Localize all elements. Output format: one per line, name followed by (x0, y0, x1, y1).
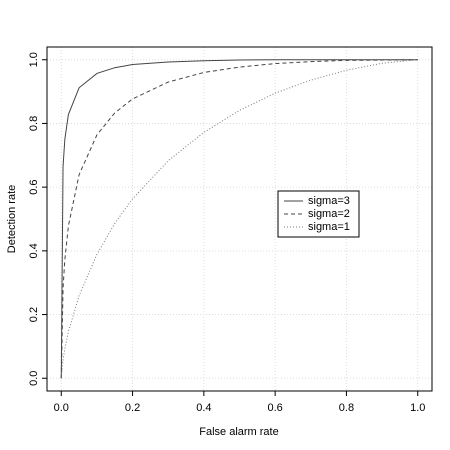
x-axis-title: False alarm rate (199, 426, 278, 438)
legend-label: sigma=2 (308, 208, 350, 220)
legend-box (277, 190, 360, 238)
legend-label: sigma=3 (308, 195, 350, 207)
plot-frame (46, 46, 433, 392)
x-tick-label: 0.2 (125, 402, 140, 414)
y-tick-label: 0.4 (28, 243, 40, 258)
y-axis-title: Detection rate (6, 185, 18, 253)
y-tick-label: 0.2 (28, 307, 40, 322)
x-tick-label: 0.8 (339, 402, 354, 414)
y-tick-label: 0.6 (28, 179, 40, 194)
x-tick-label: 0.0 (54, 402, 69, 414)
y-tick-label: 0.0 (28, 371, 40, 386)
x-tick-label: 1.0 (410, 402, 425, 414)
line-series (60, 59, 418, 379)
x-tick-label: 0.4 (196, 402, 211, 414)
x-tick-label: 0.6 (267, 402, 282, 414)
line-series (60, 59, 418, 379)
legend-label: sigma=1 (308, 221, 350, 233)
y-tick-label: 0.8 (28, 116, 40, 131)
y-tick-label: 1.0 (28, 52, 40, 67)
line-series (60, 59, 418, 379)
